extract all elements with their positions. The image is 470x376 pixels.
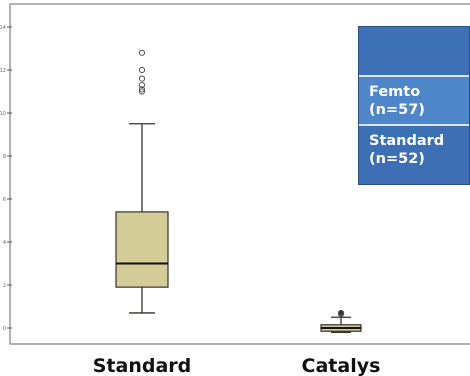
legend-entry-femto: Femto (n=57) — [359, 77, 469, 126]
y-tick-label: 10 — [0, 111, 6, 117]
box-standard — [115, 49, 169, 314]
y-tick-label: 12 — [0, 68, 6, 74]
box-series — [115, 49, 362, 333]
x-tick-label: Standard — [93, 355, 192, 376]
legend-entry-femto-count: (n=57) — [369, 102, 425, 118]
legend-entry-standard-count: (n=52) — [369, 151, 425, 167]
outlier-point — [138, 88, 146, 95]
y-tick-label: 14 — [0, 25, 6, 31]
legend-header — [359, 27, 469, 77]
x-axis-labels: Standard Catalys — [93, 355, 381, 376]
y-axis-ticks: 0 2 4 6 8 10 12 14 — [0, 25, 12, 332]
y-tick-label: 6 — [3, 197, 6, 203]
box-iqr — [115, 211, 169, 288]
y-tick-label: 4 — [3, 240, 6, 246]
outlier-point — [138, 81, 146, 89]
y-tick-label: 2 — [3, 283, 6, 289]
outlier-point — [138, 49, 146, 56]
outlier-point — [138, 66, 146, 74]
outlier-point — [138, 86, 146, 93]
legend: Femto (n=57) Standard (n=52) — [358, 26, 470, 185]
legend-entry-standard-label: Standard — [369, 133, 445, 149]
x-tick-label: Catalys — [302, 355, 381, 376]
y-tick-label: 0 — [3, 326, 6, 332]
plot-frame — [9, 3, 470, 345]
outlier-point — [138, 75, 146, 82]
outlier-point — [337, 309, 345, 317]
legend-entry-standard: Standard (n=52) — [359, 126, 469, 184]
box-catalys — [320, 309, 362, 333]
y-tick-label: 8 — [3, 154, 6, 160]
legend-entry-femto-label: Femto — [369, 84, 421, 100]
plot-border — [9, 3, 470, 345]
